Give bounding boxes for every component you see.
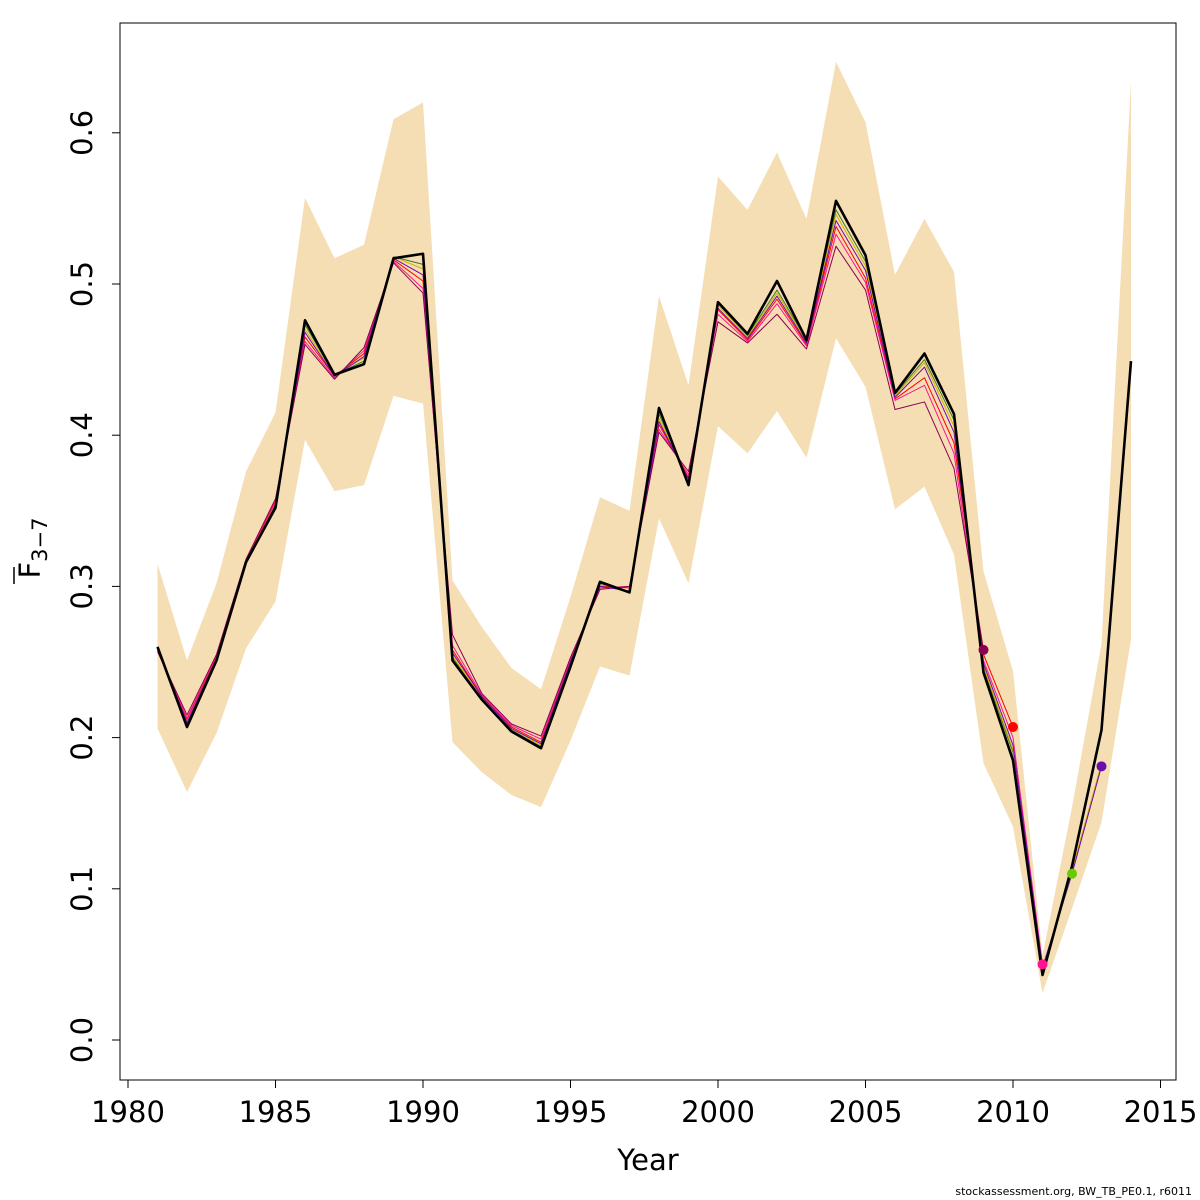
y-tick-label-2: 0.2 (65, 715, 99, 761)
x-tick-label-2015: 2015 (1124, 1095, 1198, 1129)
series-line-6 (157, 245, 984, 737)
end-points-layer (978, 644, 1107, 970)
confidence-band-layer (157, 61, 1131, 994)
series-line-5 (157, 233, 1043, 965)
end-point-2012 (1067, 868, 1077, 879)
x-tick-label-2000: 2000 (681, 1095, 755, 1129)
end-point-2011 (1037, 959, 1048, 970)
y-tick-label-3: 0.3 (65, 563, 99, 609)
x-tick-label-1985: 1985 (239, 1095, 313, 1129)
x-tick-label-1980: 1980 (91, 1095, 165, 1129)
footer-credit: stockassessment.org, BW_TB_PE0.1, r6011 (955, 1185, 1192, 1198)
end-point-2010 (1008, 722, 1018, 733)
x-axis: 1980 1985 1990 1995 2000 2005 2010 2015 (91, 1079, 1198, 1129)
y-axis-title-main: F (13, 562, 47, 579)
end-point-2013 (1096, 761, 1107, 772)
y-tick-label-1: 0.1 (65, 866, 99, 912)
end-point-2009 (978, 644, 989, 655)
x-tick-label-2005: 2005 (829, 1095, 903, 1129)
series-line-1 (156, 199, 1133, 977)
x-tick-label-1995: 1995 (534, 1095, 608, 1129)
x-tick-label-1990: 1990 (386, 1095, 460, 1129)
y-axis-title-subscript: 3−7 (28, 517, 52, 561)
y-tick-label-6: 0.6 (65, 110, 99, 156)
series-layer (156, 199, 1133, 977)
x-tick-label-2010: 2010 (976, 1095, 1050, 1129)
x-axis-title: Year (616, 1143, 678, 1177)
y-tick-label-4: 0.4 (65, 412, 99, 458)
y-axis: 0.0 0.1 0.2 0.3 0.4 0.5 0.6 (65, 110, 121, 1063)
y-tick-label-5: 0.5 (65, 261, 99, 307)
y-tick-label-0: 0.0 (65, 1017, 99, 1063)
y-axis-title: F3−7 (13, 517, 52, 578)
confidence-band (157, 61, 1131, 994)
